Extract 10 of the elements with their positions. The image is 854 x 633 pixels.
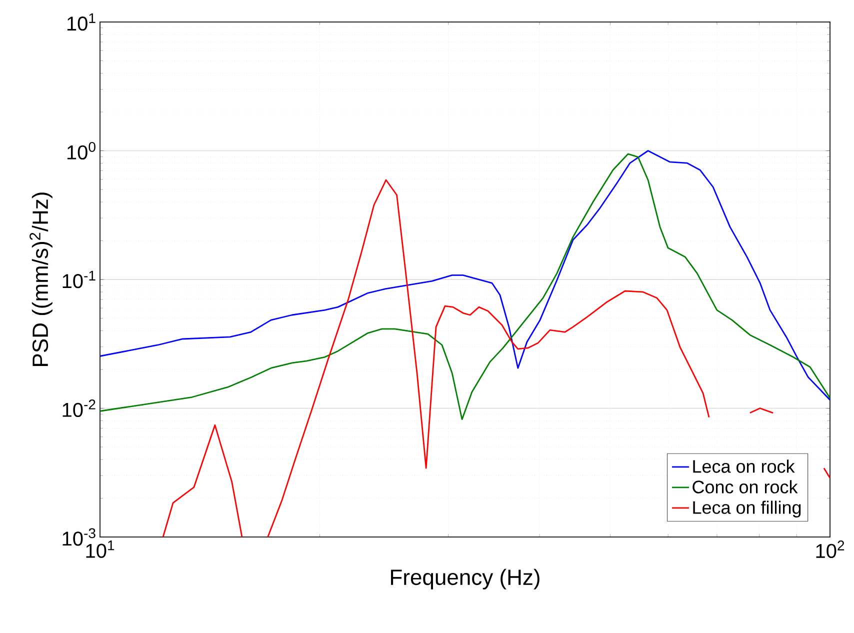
- y-tick-label: 10$^{-1}$: [62, 270, 96, 288]
- y-tick-label: 10$^{1}$: [67, 13, 96, 31]
- y-tick-label: 10$^{0}$: [67, 142, 96, 160]
- y-tick-label: 10$^{-2}$: [62, 399, 96, 417]
- legend-label: Conc on rock: [692, 480, 798, 494]
- x-tick-label: 10$^{2}$: [816, 540, 844, 558]
- y-axis-title: PSD ((mm/s)$^{2}$/Hz): [30, 192, 52, 366]
- legend-label: Leca on rock: [693, 460, 795, 473]
- x-axis-title: Frequency (Hz): [391, 568, 540, 590]
- legend-label: Leca on filling: [693, 500, 801, 518]
